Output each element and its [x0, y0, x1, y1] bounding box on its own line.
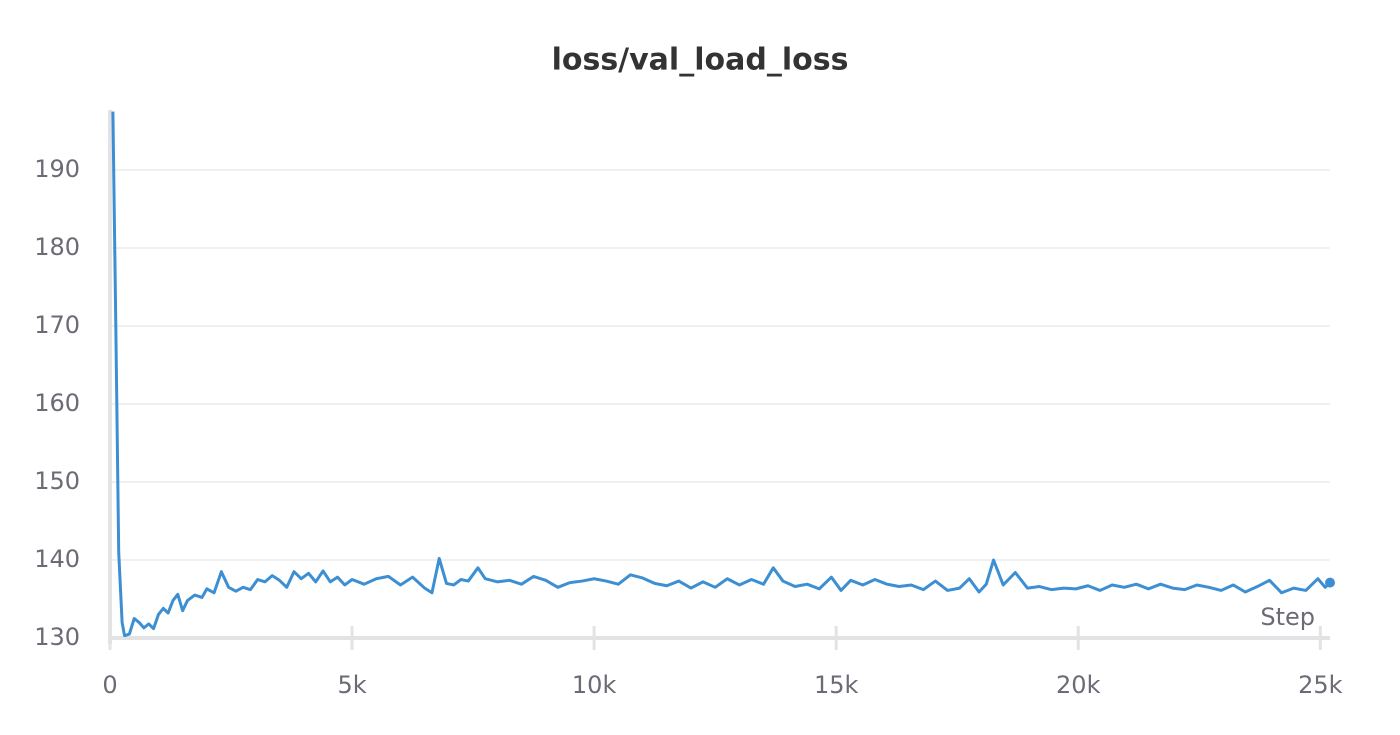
y-tick-label: 180	[34, 233, 80, 261]
line-series	[111, 111, 1332, 638]
x-tick-label: 10k	[572, 671, 617, 699]
x-axis-label: Step	[1260, 603, 1315, 631]
y-tick-label: 140	[34, 545, 80, 573]
y-tick-label: 150	[34, 467, 80, 495]
x-tick-label: 25k	[1298, 671, 1343, 699]
x-tick-label: 15k	[814, 671, 859, 699]
chart-title: loss/val_load_loss	[552, 43, 849, 78]
y-tick-label: 160	[34, 389, 80, 417]
x-tick-label: 20k	[1056, 671, 1101, 699]
y-tick-label: 170	[34, 311, 80, 339]
end-point	[1325, 577, 1335, 588]
plot: 130 140 150 160 170 180 190 0 5k 10k 15k 20k 25k	[34, 110, 1343, 699]
x-tick-label: 0	[102, 671, 117, 699]
y-tick-label: 130	[34, 623, 80, 651]
x-tick-label: 5k	[337, 671, 366, 699]
y-tick-label: 190	[34, 155, 80, 183]
